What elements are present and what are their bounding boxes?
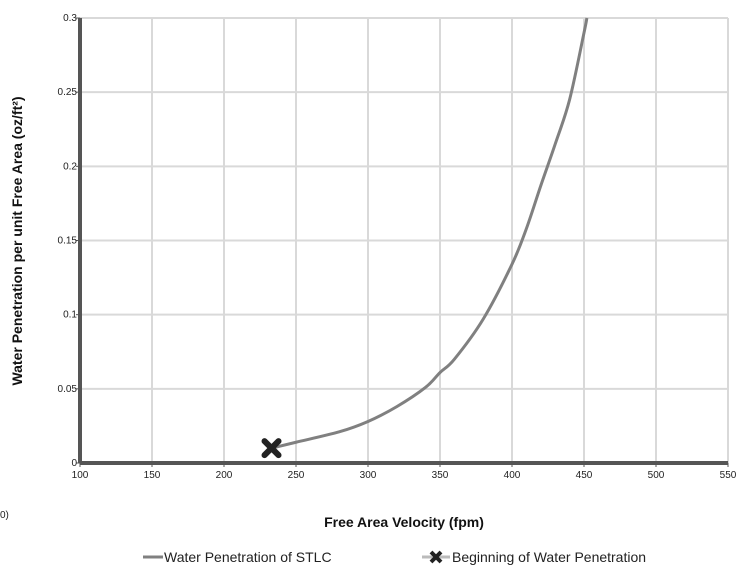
legend-label-stlc: Water Penetration of STLC [164,549,332,565]
x-tick-label: 400 [504,470,521,481]
y-tick-label: 0.3 [63,13,77,24]
plot-series [261,17,589,459]
axes [76,17,729,467]
tick-labels: 100 150 200 250 300 350 400 450 500 550 0 0.05 0.1 0.… [58,13,737,481]
y-tick-label: 0.05 [58,384,78,395]
x-tick-label: 450 [576,470,593,481]
stray-label: 0) [0,510,9,521]
y-tick-label: 0.1 [63,310,77,321]
y-axis-title: Water Penetration per unit Free Area (oz… [9,96,25,385]
y-tick-label: 0 [71,458,77,469]
x-tick-label: 500 [648,470,665,481]
y-tick-label: 0.25 [58,87,78,98]
gridlines [80,17,729,463]
x-tick-label: 300 [360,470,377,481]
series-line-water-penetration-stlc [271,17,589,450]
legend-swatch-beginning-marker [429,550,443,564]
legend: Water Penetration of STLC Beginning of W… [143,549,646,565]
y-tick-label: 0.15 [58,236,78,247]
x-tick-label: 200 [216,470,233,481]
x-axis-title: Free Area Velocity (fpm) [324,514,484,530]
x-tick-label: 150 [144,470,161,481]
legend-label-beginning: Beginning of Water Penetration [452,549,646,565]
x-tick-label: 350 [432,470,449,481]
x-tick-label: 100 [72,470,89,481]
x-tick-label: 550 [720,470,737,481]
x-tick-label: 250 [288,470,305,481]
marker-stroke [261,438,282,459]
y-tick-label: 0.2 [63,161,77,172]
marker-beginning-of-water-penetration [261,438,282,459]
